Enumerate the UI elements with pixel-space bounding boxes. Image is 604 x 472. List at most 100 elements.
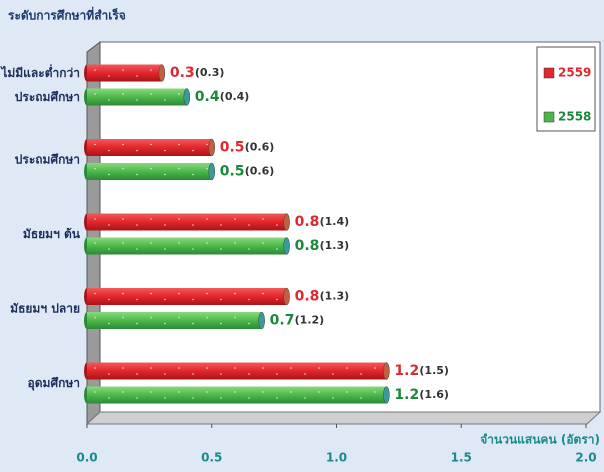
- bar-dot: [248, 322, 250, 325]
- bar-dot: [122, 143, 124, 146]
- bar-dot: [94, 167, 96, 170]
- bar-dot: [94, 69, 96, 71]
- rate-label: (1.3): [320, 290, 350, 303]
- floor: [85, 411, 602, 425]
- bar: [87, 163, 212, 180]
- bar: [87, 386, 387, 404]
- bar-dot: [122, 93, 124, 95]
- bar-dot: [262, 292, 264, 295]
- bar-dot: [108, 173, 110, 176]
- value-label: 0.7: [270, 313, 295, 329]
- bar: [87, 64, 162, 82]
- y-tick-label: ประถมศึกษา: [15, 152, 80, 166]
- bar-dot: [164, 224, 166, 226]
- bar-dot: [108, 75, 110, 77]
- value-label: 0.3: [170, 65, 195, 81]
- bar-dot: [220, 224, 222, 226]
- bar-dot: [318, 367, 320, 369]
- bar: [87, 312, 262, 329]
- bar-dot: [164, 173, 166, 176]
- bar-dot: [192, 397, 194, 399]
- bar-dot: [192, 149, 194, 152]
- bar-dot: [150, 367, 152, 369]
- bar-dot: [150, 93, 152, 95]
- bar-dot: [178, 292, 180, 295]
- bar-dot: [150, 218, 152, 220]
- bar-dot: [136, 373, 138, 375]
- bar-dot: [220, 322, 222, 325]
- bar-dot: [164, 397, 166, 399]
- bar-cap-end: [208, 138, 215, 157]
- bar-dot: [192, 298, 194, 301]
- bar: [87, 139, 212, 156]
- value-label: 0.8: [295, 214, 320, 230]
- bar-dot: [220, 298, 222, 301]
- bar-dot: [150, 391, 152, 393]
- bar-dot: [164, 99, 166, 101]
- bar-dot: [234, 367, 236, 369]
- bar-dot: [122, 316, 124, 319]
- bar-dot: [136, 397, 138, 399]
- value-label: 0.8: [295, 289, 320, 305]
- value-label: 0.4: [195, 89, 220, 105]
- bar-dot: [234, 242, 236, 244]
- rate-label: (0.4): [220, 90, 250, 103]
- bar-dot: [206, 391, 208, 393]
- x-tick-label: 1.0: [326, 451, 347, 465]
- legend-label: 2558: [558, 110, 591, 124]
- bar-dot: [136, 322, 138, 325]
- bar-dot: [150, 167, 152, 170]
- bar-dot: [192, 224, 194, 226]
- bar-dot: [122, 391, 124, 393]
- bar-dot: [122, 69, 124, 71]
- bar-dot: [206, 292, 208, 295]
- bar-dot: [178, 167, 180, 170]
- bar-dot: [220, 248, 222, 250]
- bar-cap-end: [158, 64, 166, 82]
- x-axis-title: จำนวนแสนคน (อัตรา): [480, 433, 600, 447]
- bar-dot: [108, 99, 110, 101]
- y-tick-label: มัธยมฯ ต้น: [23, 227, 81, 241]
- bar-dot: [248, 373, 250, 375]
- bar-dot: [234, 391, 236, 393]
- x-tick-label: 0.5: [201, 451, 222, 465]
- bar-dot: [164, 373, 166, 375]
- bar-dot: [192, 248, 194, 250]
- bar-dot: [332, 373, 334, 375]
- rate-label: (1.4): [320, 215, 350, 228]
- bar-dot: [150, 242, 152, 244]
- bar-dot: [108, 322, 110, 325]
- bar-cap-end: [258, 311, 265, 330]
- bar-dot: [122, 218, 124, 220]
- bar-dot: [234, 292, 236, 295]
- bar-dot: [374, 391, 376, 393]
- rate-label: (1.6): [419, 388, 449, 401]
- bar-dot: [220, 373, 222, 375]
- bar-dot: [150, 143, 152, 146]
- bar-dot: [318, 391, 320, 393]
- bar-dot: [304, 397, 306, 399]
- bar-dot: [374, 367, 376, 369]
- bar: [87, 288, 287, 305]
- bar-dot: [276, 397, 278, 399]
- legend-swatch: [543, 111, 555, 123]
- y-tick-label: มัธยมฯ ปลาย: [10, 301, 80, 315]
- bar-dot: [108, 298, 110, 301]
- legend-label: 2559: [558, 66, 591, 80]
- bar-dot: [276, 224, 278, 226]
- bar-dot: [136, 75, 138, 77]
- bar-dot: [220, 397, 222, 399]
- bar-dot: [290, 367, 292, 369]
- x-tick-label: 2.0: [575, 451, 596, 465]
- value-label: 0.8: [295, 238, 320, 254]
- bar-dot: [178, 218, 180, 220]
- bar-dot: [192, 322, 194, 325]
- bar-dot: [108, 224, 110, 226]
- value-label: 1.2: [394, 363, 419, 379]
- bar-dot: [234, 316, 236, 319]
- bar-dot: [164, 298, 166, 301]
- bar-dot: [248, 248, 250, 250]
- bar-dot: [94, 316, 96, 319]
- bar-dot: [262, 391, 264, 393]
